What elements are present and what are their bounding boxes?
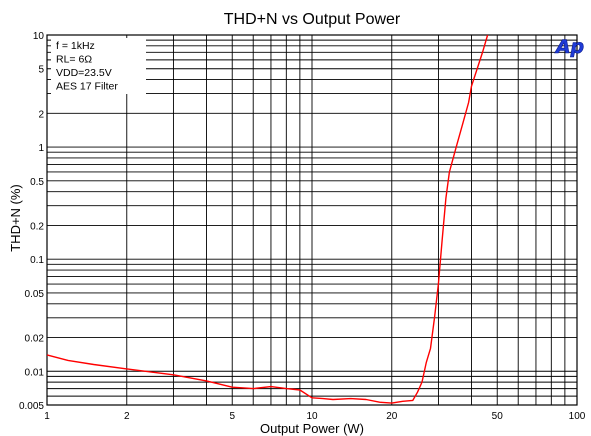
ap-logo: Ap xyxy=(554,36,584,58)
y-tick-label: 0.5 xyxy=(30,177,44,188)
tick-labels: 1 2 5 10 20 50 100 0.005 0.01 0.02 0.05 0.1 0.2 0.5 1 2… xyxy=(19,31,586,422)
y-tick-label: 2 xyxy=(38,109,44,120)
x-axis-label: Output Power (W) xyxy=(260,421,364,436)
y-tick-label: 5 xyxy=(38,65,44,76)
legend-line: f = 1kHz xyxy=(56,40,95,52)
y-axis-label: THD+N (%) xyxy=(8,184,23,252)
x-tick-label: 10 xyxy=(306,411,318,422)
legend-line: VDD=23.5V xyxy=(56,67,112,79)
y-tick-label: 0.2 xyxy=(30,221,44,232)
plot-frame xyxy=(46,34,578,406)
y-tick-label: 0.1 xyxy=(30,255,44,266)
x-tick-label: 2 xyxy=(124,411,130,422)
x-tick-label: 5 xyxy=(229,411,235,422)
grid xyxy=(46,34,578,406)
y-tick-label: 0.05 xyxy=(25,289,45,300)
legend-box xyxy=(51,38,146,94)
y-tick-label: 1 xyxy=(38,143,44,154)
series xyxy=(46,34,489,404)
y-tick-label: 0.01 xyxy=(25,367,45,378)
legend-line: AES 17 Filter xyxy=(56,81,118,93)
x-tick-label: 50 xyxy=(492,411,504,422)
y-tick-label: 10 xyxy=(33,31,45,42)
x-tick-label: 20 xyxy=(386,411,398,422)
x-tick-label: 1 xyxy=(44,411,50,422)
legend-line: RL= 6Ω xyxy=(56,54,92,66)
series-line xyxy=(46,34,489,404)
chart-title: THD+N vs Output Power xyxy=(224,11,401,28)
y-tick-label: 0.02 xyxy=(25,334,45,345)
x-tick-label: 100 xyxy=(569,411,586,422)
y-tick-label: 0.005 xyxy=(19,401,44,412)
